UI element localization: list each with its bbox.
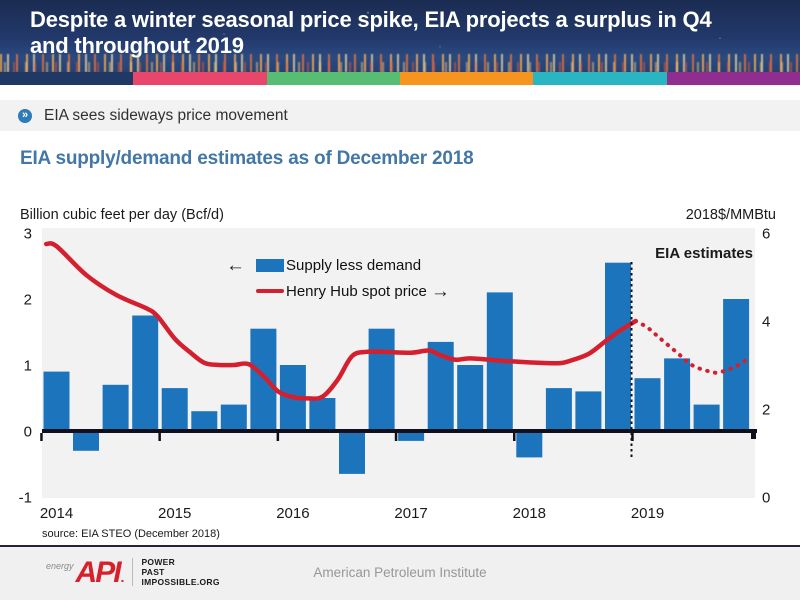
right-arrow-icon: → (430, 280, 450, 302)
year-tick-2016 (276, 433, 280, 441)
line-series-label: Henry Hub spot price (286, 282, 427, 300)
tagline-line2: PAST (141, 567, 165, 578)
bar-series-swatch (256, 258, 284, 272)
bullet-band: » EIA sees sideways price movement (0, 100, 800, 131)
year-tick-2017 (394, 433, 398, 441)
bar-2015-q4 (250, 328, 277, 431)
footer-bar: energy API . POWER PAST IMPOSSIBLE.ORG A… (0, 545, 800, 600)
legend-row-line: Henry Hub spot price → (226, 278, 450, 304)
city-lights-decoration-2 (0, 62, 800, 74)
right-tick-label-4: 4 (762, 314, 770, 331)
plot-area (42, 228, 755, 498)
supply-demand-chart: 3 2 1 0 -1 6 4 2 0 2014 2015 2016 2017 2018 2019 Billi… (19, 207, 776, 540)
bar-2018-q3 (575, 391, 602, 431)
bar-2017-q1 (398, 431, 425, 441)
bar-2014-q3 (102, 384, 129, 431)
accent-segment-5 (666, 72, 800, 85)
henry-hub-line-solid (43, 241, 638, 401)
bar-2014-q2 (73, 431, 99, 451)
right-tick-label-2: 2 (762, 402, 770, 419)
left-tick-label-1: 1 (24, 358, 32, 375)
year-tick-2018 (513, 433, 516, 441)
left-tick-label-3: 3 (24, 226, 32, 243)
tagline-line1: POWER (141, 557, 176, 567)
x-tick-label-2014: 2014 (40, 505, 73, 522)
chart-title: EIA supply/demand estimates as of Decemb… (20, 148, 474, 169)
energy-label: energy (46, 561, 74, 572)
accent-strip (0, 72, 800, 85)
x-tick-label-2018: 2018 (513, 505, 546, 522)
eia-estimates-annotation: EIA estimates (655, 245, 753, 262)
bar-2016-q2 (309, 398, 336, 431)
bar-2016-q3 (339, 431, 365, 474)
bar-series-label: Supply less demand (286, 256, 422, 274)
chart-legend: ← Supply less demand Henry Hub spot pric… (226, 252, 450, 304)
accent-segment-3 (399, 72, 534, 85)
bar-2018-q1 (516, 431, 543, 458)
henry-hub-line-dotted (633, 319, 750, 375)
year-tick-2019 (631, 433, 634, 441)
organization-name: American Petroleum Institute (313, 565, 487, 580)
bar-2019-q3 (693, 404, 720, 431)
bar-2015-q2 (191, 411, 218, 431)
tagline-line3: IMPOSSIBLE.ORG (141, 577, 220, 588)
left-arrow-icon: ← (226, 254, 245, 276)
api-wordmark-dot: . (120, 569, 125, 586)
right-tick-label-6: 6 (762, 226, 770, 243)
legend-row-bars: ← Supply less demand (226, 252, 450, 278)
left-tick-label-2: 2 (24, 292, 32, 309)
chevron-circle-icon: » (18, 108, 32, 123)
x-tick-label-2017: 2017 (394, 505, 427, 522)
right-axis-title: 2018$/MMBtu (686, 207, 776, 223)
accent-segment-1 (133, 72, 267, 85)
bullet-text: EIA sees sideways price movement (44, 106, 288, 124)
left-axis-title: Billion cubic feet per day (Bcf/d) (20, 207, 224, 223)
left-tick-label-0: 0 (24, 424, 32, 441)
bar-2014-q4 (132, 315, 159, 431)
bar-2015-q1 (161, 388, 188, 431)
bar-2018-q2 (545, 388, 572, 431)
source-note: source: EIA STEO (December 2018) (42, 528, 220, 540)
bar-2015-q3 (220, 404, 247, 431)
accent-segment-2 (266, 72, 400, 85)
api-wordmark: API (75, 555, 122, 589)
slide-title-line1: Despite a winter seasonal price spike, E… (30, 7, 712, 32)
logo-divider (132, 558, 134, 587)
header-banner: Despite a winter seasonal price spike, E… (0, 0, 800, 85)
left-tick-label--1: -1 (19, 490, 32, 507)
x-tick-label-2016: 2016 (276, 505, 309, 522)
bar-2014-q1 (43, 371, 70, 431)
x-tick-label-2019: 2019 (631, 505, 664, 522)
api-logo: energy API . POWER PAST IMPOSSIBLE.ORG (46, 557, 220, 587)
accent-segment-0 (0, 72, 134, 85)
bar-2018-q4 (605, 262, 631, 431)
x-tick-label-2015: 2015 (158, 505, 191, 522)
right-tick-label-0: 0 (762, 490, 770, 507)
bar-2019-q2 (664, 358, 691, 431)
year-tick-2014 (40, 433, 43, 441)
accent-segment-4 (533, 72, 667, 85)
year-tick-2015 (158, 433, 161, 441)
bar-2019-q1 (634, 378, 661, 431)
line-series-swatch (256, 289, 284, 293)
slide-title: Despite a winter seasonal price spike, E… (30, 7, 770, 60)
axis-end-cap (751, 429, 756, 439)
power-past-impossible-tagline: POWER PAST IMPOSSIBLE.ORG (141, 557, 219, 587)
bar-2017-q3 (457, 365, 484, 431)
bar-2016-q4 (368, 328, 395, 431)
zero-axis-line (42, 429, 757, 433)
